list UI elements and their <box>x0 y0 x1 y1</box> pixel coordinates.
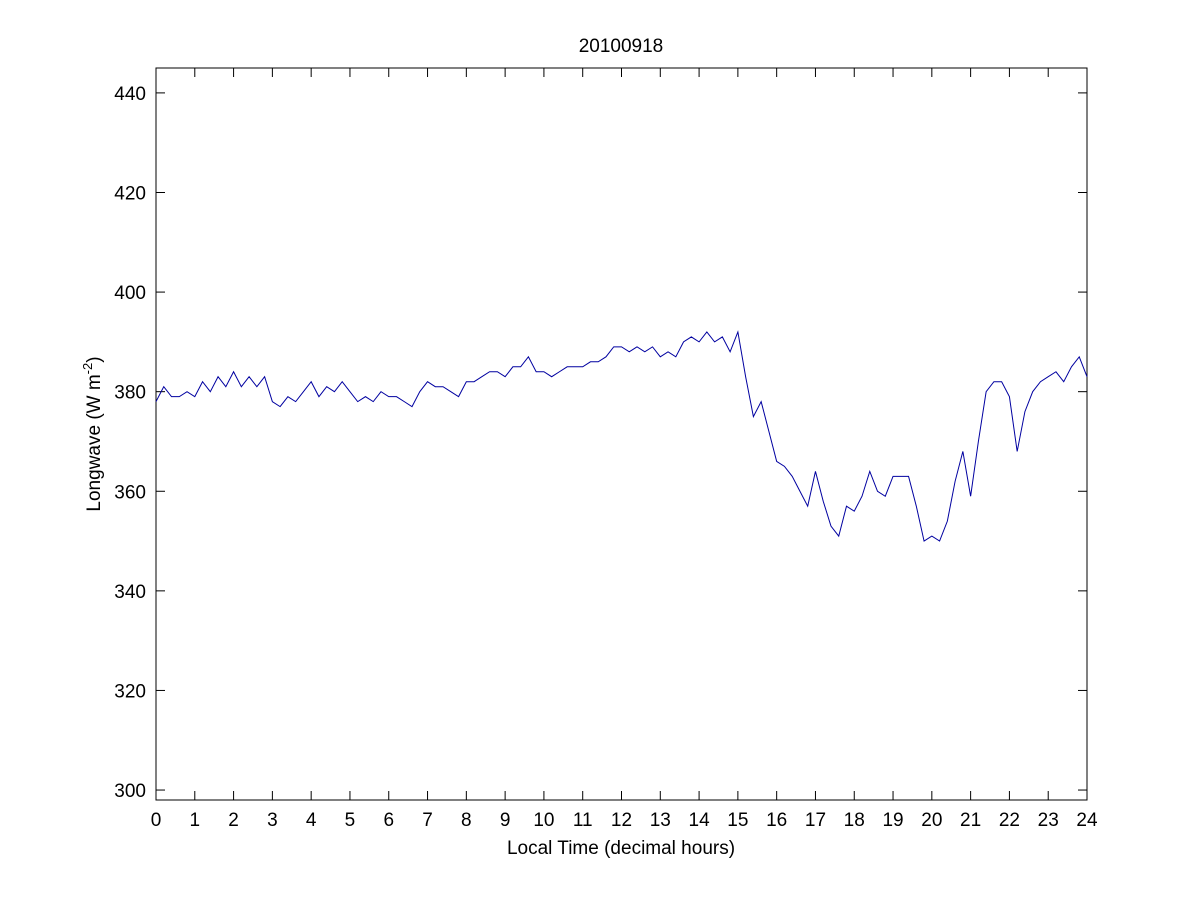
x-axis-label: Local Time (decimal hours) <box>507 838 735 859</box>
y-tick-label: 360 <box>114 482 146 503</box>
x-tick-label: 3 <box>267 810 278 831</box>
x-tick-label: 19 <box>882 810 903 831</box>
x-tick-label: 20 <box>921 810 942 831</box>
y-tick-label: 420 <box>114 183 146 204</box>
x-tick-label: 24 <box>1076 810 1098 831</box>
x-tick-label: 23 <box>1038 810 1059 831</box>
y-label-end: ) <box>84 356 105 362</box>
y-tick-label: 320 <box>114 681 146 702</box>
x-tick-label: 21 <box>960 810 981 831</box>
x-tick-label: 6 <box>383 810 394 831</box>
x-tick-label: 18 <box>844 810 865 831</box>
x-tick-label: 7 <box>422 810 433 831</box>
y-axis-label: Longwave (W m-2) <box>80 356 105 511</box>
x-tick-label: 10 <box>533 810 554 831</box>
x-tick-label: 0 <box>151 810 162 831</box>
y-tick-label: 380 <box>114 383 146 404</box>
x-tick-label: 11 <box>573 810 593 831</box>
y-label-main: Longwave (W m <box>84 374 105 511</box>
x-tick-label: 13 <box>650 810 671 831</box>
y-tick-label: 340 <box>114 582 146 603</box>
x-tick-label: 5 <box>345 810 356 831</box>
x-tick-label: 8 <box>461 810 472 831</box>
y-tick-label: 440 <box>114 84 146 105</box>
y-tick-label: 300 <box>114 781 146 802</box>
x-tick-label: 16 <box>766 810 787 831</box>
x-tick-label: 1 <box>190 810 201 831</box>
y-label-sup: -2 <box>80 363 95 375</box>
x-tick-label: 2 <box>228 810 239 831</box>
y-tick-label: 400 <box>114 283 146 304</box>
x-tick-label: 4 <box>306 810 317 831</box>
x-tick-label: 15 <box>727 810 748 831</box>
x-tick-label: 12 <box>611 810 632 831</box>
x-tick-label: 17 <box>805 810 826 831</box>
plot-frame <box>155 67 1088 801</box>
chart-title: 20100918 <box>579 36 664 57</box>
x-tick-label: 9 <box>500 810 511 831</box>
x-tick-label: 22 <box>999 810 1020 831</box>
x-tick-label: 14 <box>689 810 711 831</box>
data-line <box>155 330 1088 542</box>
